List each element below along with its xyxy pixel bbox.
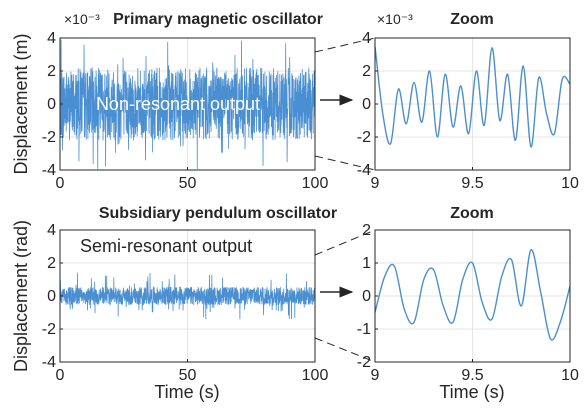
zoom-connectors [314, 37, 376, 363]
panel-title-zoom-top: Zoom [450, 11, 494, 28]
connector-top-lower [314, 155, 376, 171]
x-tick-label: 9.5 [461, 367, 483, 384]
noise-trace [60, 39, 315, 170]
y-tick-label: 0 [47, 96, 56, 113]
y-axis-label-primary: Displacement (m) [11, 33, 31, 174]
grid-zoom-bottom [374, 229, 571, 363]
y-tick-label: -2 [357, 354, 371, 371]
annotation-semi-resonant: Semi-resonant output [80, 236, 252, 256]
y-tick-label: 2 [47, 255, 56, 272]
y-multiplier-primary: ×10⁻³ [64, 11, 100, 27]
y-tick-label: 2 [362, 222, 371, 239]
ticks-zoom-bottom: 9 9.5 10 -2 -1 0 1 2 [357, 222, 579, 384]
y-tick-label: -2 [357, 129, 371, 146]
series-zoom-bottom [375, 249, 570, 341]
panel-pendulum: 0 50 100 -4 -2 0 2 4 Subsidiary pendulum oscill… [11, 205, 337, 402]
x-tick-label: 0 [56, 367, 65, 384]
x-tick-label: 9.5 [461, 175, 483, 192]
y-tick-label: -2 [42, 321, 56, 338]
y-tick-label: 0 [362, 288, 371, 305]
y-tick-label: 0 [362, 96, 371, 113]
x-tick-label: 0 [56, 175, 65, 192]
ticks-primary: 0 50 100 -4 -2 0 2 4 [42, 30, 329, 192]
series-zoom-top [375, 46, 570, 148]
y-tick-label: -4 [357, 162, 371, 179]
x-tick-label: 50 [179, 367, 197, 384]
panel-title-primary: Primary magnetic oscillator [113, 11, 323, 28]
panel-title-pendulum: Subsidiary pendulum oscillator [99, 205, 337, 222]
x-axis-label-pendulum: Time (s) [154, 382, 219, 402]
connector-top-upper [314, 37, 376, 53]
y-tick-label: 4 [362, 30, 371, 47]
connector-bottom-lower [314, 337, 376, 363]
y-tick-label: 2 [47, 63, 56, 80]
x-tick-label: 50 [179, 175, 197, 192]
x-tick-label: 9 [371, 367, 380, 384]
x-tick-label: 100 [302, 367, 329, 384]
series-primary-noise [60, 39, 315, 170]
x-tick-label: 10 [561, 367, 579, 384]
y-tick-label: -1 [357, 321, 371, 338]
y-tick-label: 1 [362, 255, 371, 272]
panel-title-zoom-bottom: Zoom [450, 205, 494, 222]
y-tick-label: -2 [42, 129, 56, 146]
y-tick-label: 4 [47, 30, 56, 47]
y-multiplier-zoom-top: ×10⁻³ [377, 11, 413, 27]
annotation-non-resonant: Non-resonant output [96, 94, 260, 114]
x-tick-label: 10 [561, 175, 579, 192]
x-axis-label-zoom-bottom: Time (s) [439, 382, 504, 402]
y-tick-label: -4 [42, 354, 56, 371]
ticks-pendulum: 0 50 100 -4 -2 0 2 4 [42, 222, 329, 384]
series-pendulum-noise [60, 272, 315, 320]
y-tick-label: 2 [362, 63, 371, 80]
panel-zoom-top: 9 9.5 10 -4 -2 0 2 4 ×10⁻³ Zoom [357, 11, 579, 192]
y-tick-label: 0 [47, 288, 56, 305]
panel-primary: 0 50 100 -4 -2 0 2 4 ×10⁻³ Primary magnetic osc… [11, 11, 328, 192]
connector-bottom-upper [314, 229, 376, 256]
y-tick-label: 4 [47, 222, 56, 239]
x-tick-label: 100 [302, 175, 329, 192]
y-axis-label-pendulum: Displacement (rad) [11, 220, 31, 372]
noise-trace [60, 272, 315, 320]
x-tick-label: 9 [371, 175, 380, 192]
y-tick-label: -4 [42, 162, 56, 179]
panel-zoom-bottom: 9 9.5 10 -2 -1 0 1 2 Zoom Time (s) [357, 205, 579, 402]
